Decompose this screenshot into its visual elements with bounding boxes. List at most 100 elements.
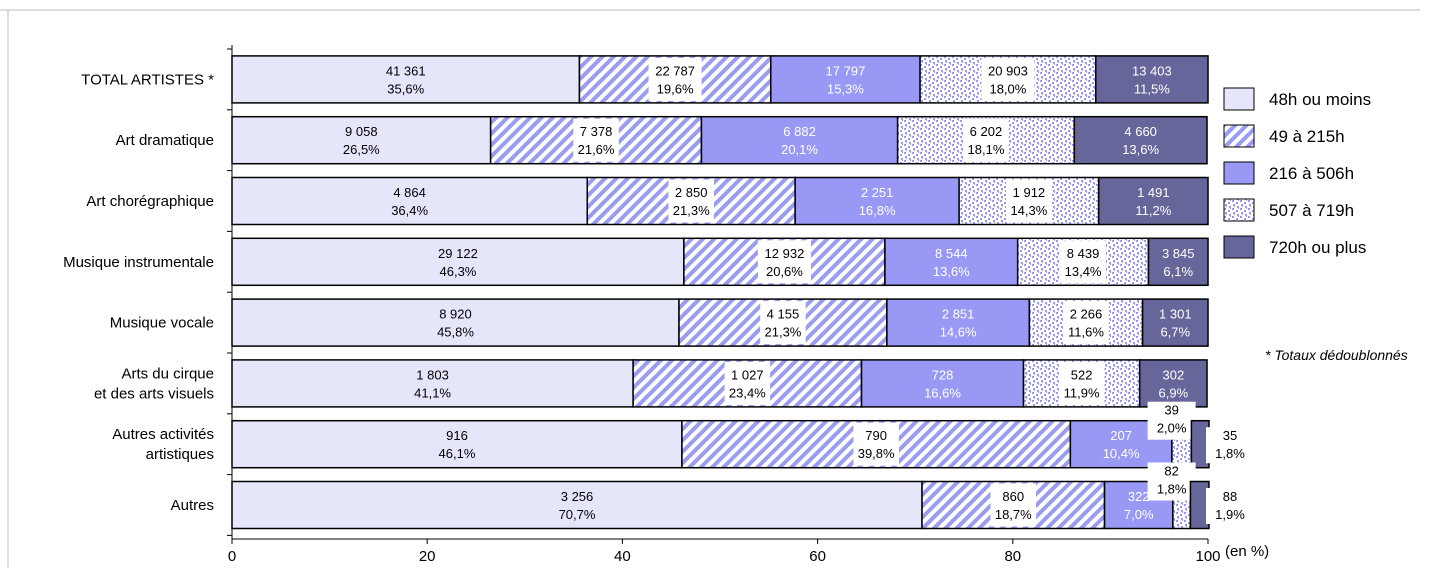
category-label-line: Musique instrumentale — [63, 254, 214, 271]
value-label-count: 29 122 — [438, 246, 478, 261]
value-label-percent: 10,4% — [1103, 446, 1140, 461]
value-label-percent: 11,2% — [1135, 203, 1171, 218]
value-label-percent: 13,6% — [1122, 142, 1159, 157]
category-label-line: Art chorégraphique — [86, 193, 214, 210]
value-label-count: 1 301 — [1159, 307, 1192, 322]
value-label-count: 790 — [865, 428, 887, 443]
value-label-count: 916 — [446, 428, 468, 443]
value-label-percent: 35,6% — [387, 81, 424, 96]
x-tick-label: 100 — [1195, 548, 1220, 565]
value-label-count: 1 912 — [1013, 185, 1046, 200]
value-label-percent: 23,4% — [729, 385, 766, 400]
value-label-count: 728 — [932, 367, 954, 382]
value-label-percent: 1,9% — [1215, 507, 1245, 522]
footnote: * Totaux dédoublonnés — [1265, 347, 1408, 363]
category-label-line: Musique vocale — [110, 315, 214, 332]
category-label-line: TOTAL ARTISTES * — [81, 71, 214, 88]
value-label-percent: 16,6% — [924, 385, 961, 400]
legend-label-49-215h: 49 à 215h — [1269, 127, 1345, 146]
value-label-count: 8 920 — [439, 307, 472, 322]
value-label-percent: 36,4% — [391, 203, 428, 218]
value-label-count: 17 797 — [826, 63, 866, 78]
category-label-line: Autres activités — [112, 426, 214, 443]
category-label-total-artistes: TOTAL ARTISTES * — [81, 71, 214, 88]
value-label-count: 1 491 — [1137, 185, 1170, 200]
category-label-line: et des arts visuels — [94, 385, 214, 402]
value-label-count: 1 027 — [731, 367, 764, 382]
value-label-percent: 2,0% — [1157, 421, 1187, 436]
value-label-count: 522 — [1071, 367, 1093, 382]
value-label-percent: 18,0% — [989, 81, 1026, 96]
value-label-percent: 11,6% — [1068, 325, 1104, 340]
category-label-art-dramatique: Art dramatique — [116, 132, 214, 149]
category-label-autres: Autres — [171, 497, 214, 514]
value-label-percent: 11,9% — [1064, 385, 1100, 400]
value-label-count: 207 — [1110, 428, 1132, 443]
category-label-arts-du-cirque: Arts du cirque et des arts visuels — [94, 365, 214, 402]
value-label-percent: 13,6% — [933, 264, 970, 279]
value-label-percent: 46,1% — [439, 446, 476, 461]
value-label-percent: 20,1% — [781, 142, 818, 157]
value-label-count: 39 — [1164, 403, 1178, 418]
value-label-count: 13 403 — [1132, 63, 1172, 78]
value-label-percent: 70,7% — [559, 507, 596, 522]
value-label-count: 41 361 — [386, 63, 426, 78]
legend-label-48h-ou-moins: 48h ou moins — [1269, 90, 1371, 109]
value-label-percent: 13,4% — [1065, 264, 1102, 279]
value-label-percent: 7,0% — [1124, 507, 1154, 522]
value-label-percent: 41,1% — [414, 385, 451, 400]
value-label-percent: 21,3% — [765, 325, 802, 340]
value-label-count: 302 — [1163, 367, 1185, 382]
value-label-percent: 16,8% — [859, 203, 896, 218]
x-tick-label: 60 — [809, 548, 826, 565]
value-label-percent: 11,5% — [1134, 81, 1170, 96]
value-label-percent: 19,6% — [657, 81, 694, 96]
value-label-count: 2 850 — [675, 185, 708, 200]
legend-swatch-48h-ou-moins — [1224, 88, 1254, 110]
value-label-percent: 46,3% — [440, 264, 477, 279]
value-label-percent: 15,3% — [827, 81, 864, 96]
value-label-count: 22 787 — [655, 63, 695, 78]
value-label-count: 12 932 — [765, 246, 805, 261]
category-label-line: Autres — [171, 497, 214, 514]
value-label-percent: 6,7% — [1160, 325, 1190, 340]
value-label-percent: 26,5% — [343, 142, 380, 157]
legend: 48h ou moins 49 à 215h 216 à 506h 507 à 719… — [1224, 88, 1371, 258]
legend-label-216-506h: 216 à 506h — [1269, 164, 1354, 183]
category-label-musique-instrumentale: Musique instrumentale — [63, 254, 214, 271]
value-label-percent: 18,1% — [968, 142, 1005, 157]
value-label-count: 3 256 — [561, 489, 594, 504]
category-label-autres-activit-s: Autres activités artistiques — [112, 426, 214, 463]
legend-swatch-49-215h — [1224, 125, 1254, 147]
value-label-count: 2 266 — [1070, 307, 1103, 322]
x-tick-label: 20 — [419, 548, 436, 565]
legend-label-720h-ou-plus: 720h ou plus — [1269, 238, 1366, 257]
value-label-count: 4 660 — [1124, 124, 1157, 139]
x-tick-label: 80 — [1004, 548, 1021, 565]
value-label-percent: 6,9% — [1159, 385, 1189, 400]
value-label-count: 20 903 — [988, 63, 1028, 78]
x-tick-label: 0 — [228, 548, 236, 565]
value-label-percent: 1,8% — [1157, 482, 1187, 497]
value-label-count: 1 803 — [416, 367, 449, 382]
legend-swatch-720h-ou-plus — [1224, 236, 1254, 258]
value-label-percent: 14,6% — [940, 325, 977, 340]
bars-group: 41 361 35,6% 22 787 19,6% 17 797 15,3% 20 903 1… — [232, 56, 1254, 529]
value-label-percent: 39,8% — [858, 446, 895, 461]
category-label-musique-vocale: Musique vocale — [110, 315, 214, 332]
category-label-art-chor-graphique: Art chorégraphique — [86, 193, 214, 210]
value-label-percent: 20,6% — [766, 264, 803, 279]
value-label-count: 4 864 — [393, 185, 426, 200]
value-label-count: 8 544 — [935, 246, 968, 261]
value-label-count: 6 882 — [783, 124, 816, 139]
value-label-percent: 21,6% — [578, 142, 615, 157]
value-label-percent: 6,1% — [1163, 264, 1193, 279]
value-label-count: 88 — [1223, 489, 1237, 504]
value-label-percent: 21,3% — [673, 203, 710, 218]
value-label-count: 9 058 — [345, 124, 378, 139]
value-label-count: 322 — [1128, 489, 1150, 504]
value-label-count: 7 378 — [580, 124, 613, 139]
x-tick-label: 40 — [614, 548, 631, 565]
legend-swatch-216-506h — [1224, 162, 1254, 184]
